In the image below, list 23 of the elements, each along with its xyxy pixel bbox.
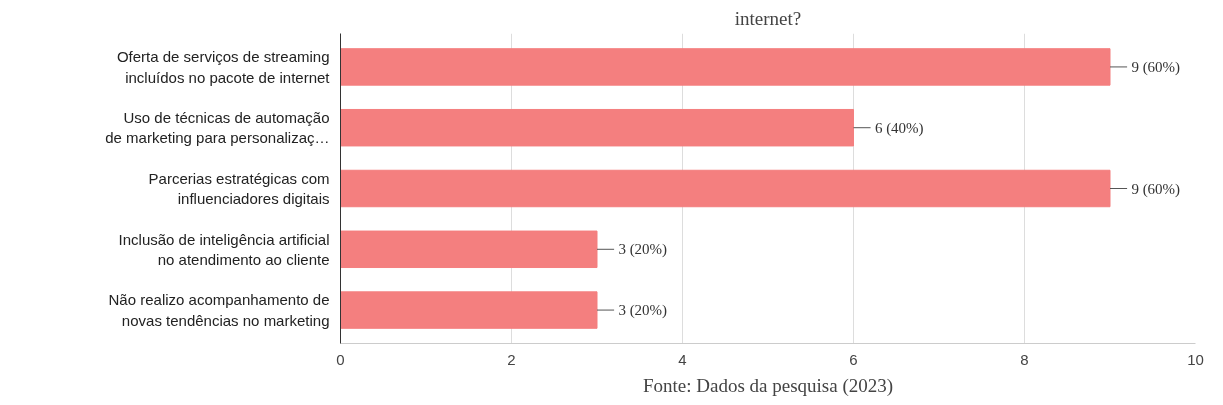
y-tick-label: Parcerias estratégicas com influenciadores digitais [148, 169, 330, 208]
data-label: 9 (60%) [1131, 180, 1181, 198]
chart-title: internet? [734, 7, 802, 29]
x-tick-label: 8 [1020, 350, 1029, 368]
bar [340, 291, 598, 329]
data-label: 9 (60%) [1131, 58, 1181, 76]
y-tick-label: Não realizo acompanhamento de novas tendências no marketing [108, 291, 330, 329]
x-tick-label: 0 [336, 350, 345, 368]
source-note: Fonte: Dados da pesquisa (2023) [642, 374, 894, 397]
bar [340, 230, 598, 269]
y-tick-label: Oferta de serviços de streaming incluídos no pacote de internet [116, 48, 331, 86]
data-label: 3 (20%) [618, 302, 668, 320]
data-label: 6 (40%) [874, 119, 924, 137]
x-tick-label: 6 [849, 350, 858, 368]
bar [340, 108, 854, 147]
x-tick-label: 2 [507, 350, 516, 368]
y-tick-label: Uso de técnicas de automação de marketing para personalizaç… [105, 109, 330, 147]
bar [340, 169, 1111, 208]
bar [340, 48, 1111, 86]
x-tick-label: 10 [1187, 350, 1204, 368]
data-label: 3 (20%) [618, 241, 668, 259]
x-tick-label: 4 [678, 350, 687, 368]
y-tick-label: Inclusão de inteligência artificial no atendimento ao cliente [118, 230, 330, 268]
